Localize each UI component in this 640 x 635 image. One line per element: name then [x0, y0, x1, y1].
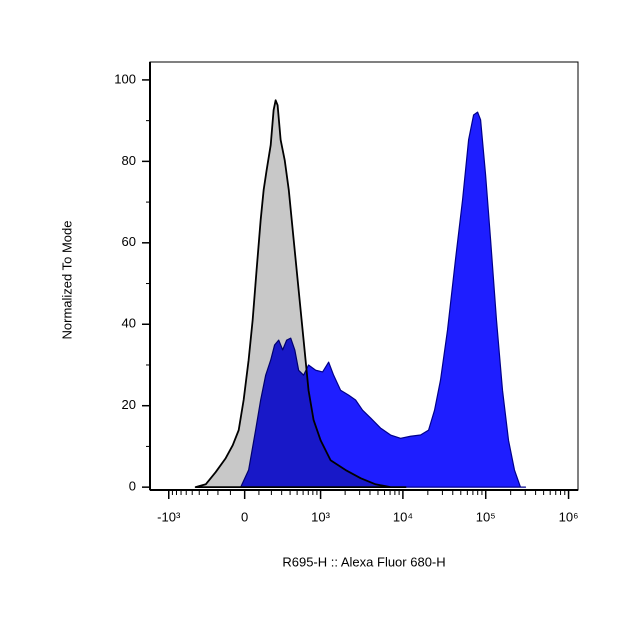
- y-tick-label: 100: [114, 71, 136, 86]
- y-tick-label: 20: [122, 397, 136, 412]
- x-tick-label: 10⁴: [393, 509, 413, 524]
- y-tick-label: 60: [122, 234, 136, 249]
- y-axis-label: Normalized To Mode: [59, 221, 74, 340]
- histogram-area: [194, 99, 407, 489]
- y-tick-label: 0: [129, 479, 136, 494]
- x-tick-label: 10⁵: [476, 509, 496, 524]
- x-tick-label: 0: [241, 509, 248, 524]
- x-tick-label: 10³: [311, 509, 330, 524]
- x-axis-label: R695-H :: Alexa Fluor 680-H: [282, 554, 445, 569]
- y-tick-label: 40: [122, 316, 136, 331]
- x-tick-label: -10³: [157, 509, 181, 524]
- x-tick-label: 10⁶: [559, 509, 579, 524]
- y-tick-label: 80: [122, 153, 136, 168]
